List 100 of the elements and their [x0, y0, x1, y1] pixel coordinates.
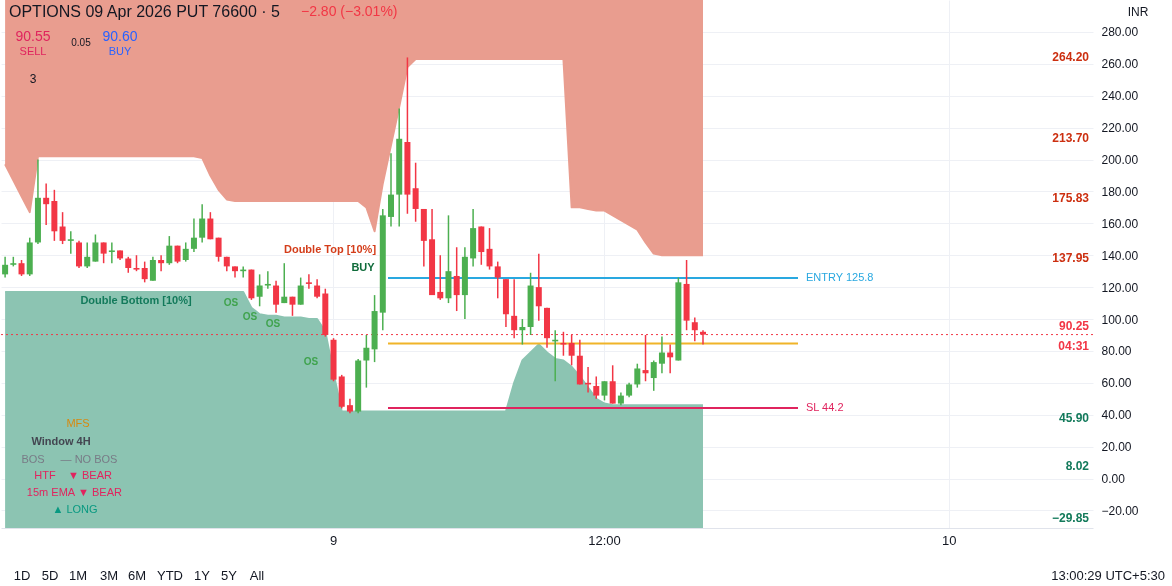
candlestick [166, 235, 173, 266]
candlestick [2, 256, 9, 279]
y-tick-label: 160.00 [1101, 216, 1139, 231]
annotation: Double Top [10%] [283, 243, 377, 255]
candlestick [59, 211, 66, 245]
candlestick [43, 182, 50, 226]
text: 1Y [194, 568, 211, 583]
y-tick-label: 280.00 [1101, 25, 1139, 40]
annotation: 90.55 [15, 28, 51, 44]
annotation: 04:31 [1058, 339, 1090, 353]
text: 6M [127, 568, 147, 583]
y-tick-label: 240.00 [1101, 89, 1139, 104]
candlestick [314, 278, 321, 300]
annotation: Double Bottom [10%] [80, 294, 192, 306]
annotation: −29.85 [1051, 511, 1090, 525]
y-tick-label: 40.00 [1101, 408, 1132, 423]
candlestick [412, 161, 419, 223]
y-tick-label: 60.00 [1101, 376, 1132, 391]
candlestick [108, 241, 115, 264]
candlestick [642, 334, 649, 382]
candlestick [593, 375, 600, 400]
candlestick [141, 260, 148, 284]
annotation: 264.20 [1052, 50, 1090, 64]
y-tick-label: 100.00 [1101, 312, 1139, 327]
chart-title: OPTIONS 09 Apr 2026 PUT 76600 · 5 [9, 3, 281, 20]
annotation: 45.90 [1058, 411, 1090, 425]
annotation: SELL [19, 45, 47, 57]
candlestick [158, 254, 165, 272]
annotation: OS [265, 318, 281, 329]
annotation: 90.60 [102, 28, 138, 44]
text: YTD [157, 568, 183, 583]
annotation: OS [303, 356, 319, 367]
annotation: BUY [351, 261, 376, 273]
annotation: 137.95 [1052, 251, 1090, 265]
annotation: BOS [21, 453, 45, 465]
text: 13:00:29 UTC+5:30 [1051, 568, 1165, 583]
candlestick [281, 262, 288, 304]
annotation: — NO BOS [60, 453, 118, 465]
annotation: 0.05 [71, 37, 92, 48]
candlestick [658, 335, 665, 375]
candlestick [182, 241, 189, 263]
candlestick [609, 364, 616, 405]
annotation: 213.70 [1052, 131, 1090, 145]
candlestick [437, 254, 444, 301]
candlestick [67, 230, 74, 255]
candlestick [535, 252, 542, 322]
y-tick-label: 220.00 [1101, 121, 1139, 136]
y-tick-label: 260.00 [1101, 57, 1139, 72]
candlestick [100, 241, 107, 264]
text: 1M [68, 568, 88, 583]
candlestick [634, 362, 641, 389]
y-tick-label: 120.00 [1101, 280, 1139, 295]
x-tick-label: 9 [329, 532, 338, 548]
candlestick [519, 318, 526, 346]
candlestick [273, 280, 280, 314]
annotation: BUY [108, 45, 132, 57]
y-tick-label: 20.00 [1101, 440, 1132, 455]
candlestick [453, 246, 460, 312]
y-tick-label: 0.00 [1101, 472, 1126, 487]
text: INR [1127, 5, 1149, 19]
x-tick-label: 10 [942, 532, 957, 548]
chart-subtitle: −2.80 (−3.01%) [301, 3, 398, 19]
candlestick [494, 260, 501, 300]
candlestick [264, 270, 271, 290]
text: 3M [99, 568, 119, 583]
candlestick [207, 211, 214, 241]
annotation: 8.02 [1065, 459, 1090, 473]
annotation: OS [223, 297, 239, 308]
annotation: OS [242, 311, 258, 322]
candlestick [297, 276, 304, 306]
annotation: ▼ BEAR [78, 486, 122, 498]
candlestick [149, 256, 156, 282]
candlestick [76, 240, 82, 269]
annotation: 90.25 [1058, 319, 1090, 333]
candlestick [388, 152, 394, 228]
annotation: 3 [29, 72, 37, 86]
text: All [249, 568, 265, 583]
y-tick-label: 140.00 [1101, 248, 1139, 263]
candlestick [305, 273, 312, 290]
y-tick-label: 200.00 [1101, 153, 1139, 168]
annotation: ▼ BEAR [68, 469, 112, 481]
candlestick [92, 233, 99, 263]
annotation: MFS [66, 417, 90, 429]
y-tick-label: 180.00 [1101, 184, 1139, 199]
annotation: Window 4H [31, 435, 91, 447]
candlestick [650, 359, 657, 392]
ref-line-label: SL 44.2 [806, 401, 844, 414]
y-tick-label: −20.00 [1101, 503, 1139, 518]
candlestick [486, 227, 493, 271]
annotation: 15m EMA [26, 486, 76, 498]
y-tick-label: 80.00 [1101, 344, 1132, 359]
x-tick-label: 12:00 [588, 532, 621, 548]
candlestick [84, 241, 91, 269]
candlestick [256, 273, 263, 308]
candlestick [190, 217, 197, 253]
annotation: 175.83 [1052, 191, 1090, 205]
text: 5Y [221, 568, 238, 583]
candlestick [601, 380, 608, 402]
candlestick [363, 334, 370, 389]
ref-line-label: ENTRY 125.8 [806, 270, 874, 283]
